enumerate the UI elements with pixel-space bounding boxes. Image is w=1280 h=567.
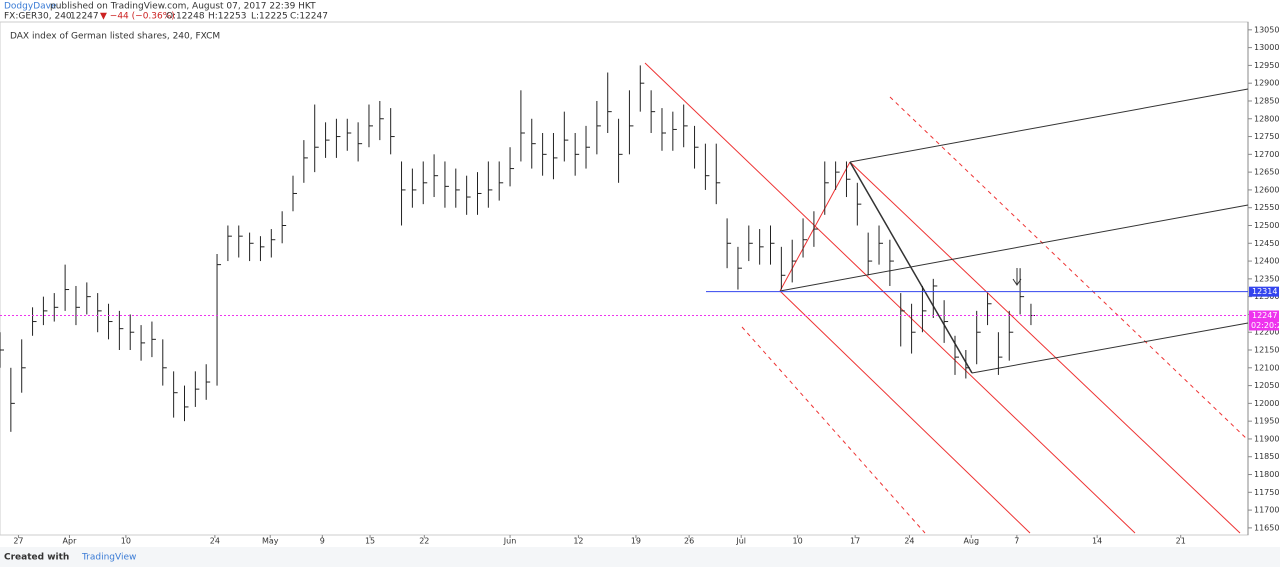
x-tick-label: 26: [684, 537, 694, 546]
x-tick-label: Jul: [735, 537, 746, 546]
y-tick-label: 12850: [1254, 96, 1279, 105]
x-tick-label: 19: [631, 537, 641, 546]
price-label: 12247: [1252, 311, 1277, 320]
fork-line: [849, 161, 973, 374]
x-tick-label: 27: [13, 537, 23, 546]
change: ▼ −44 (−0.36%): [100, 12, 175, 22]
last-price: 12247: [70, 12, 99, 22]
y-tick-label: 11650: [1254, 523, 1279, 532]
x-tick-label: 10: [121, 537, 131, 546]
y-tick-label: 11850: [1254, 452, 1279, 461]
footer-bar: [0, 547, 1280, 567]
y-tick-label: 13000: [1254, 43, 1279, 52]
fork-line: [779, 204, 1249, 292]
fork-line: [779, 161, 851, 292]
x-tick-label: 15: [365, 537, 375, 546]
y-tick-label: 12100: [1254, 363, 1279, 372]
symbol: FX:GER30, 240: [4, 12, 72, 22]
y-tick-label: 12050: [1254, 381, 1279, 390]
y-tick-label: 11900: [1254, 434, 1279, 443]
low: L:12225: [251, 12, 288, 22]
countdown-label: 02:20:2: [1251, 321, 1280, 330]
fork-line: [779, 290, 1031, 534]
y-tick-label: 12200: [1254, 328, 1279, 337]
y-tick-label: 12750: [1254, 132, 1279, 141]
x-tick-label: 9: [320, 537, 325, 546]
y-tick-label: 11750: [1254, 488, 1279, 497]
price-label-bg: [1249, 310, 1279, 321]
y-tick-label: 11800: [1254, 470, 1279, 479]
x-tick-label: 17: [850, 537, 860, 546]
countdown-bg: [1249, 320, 1279, 331]
fork-line: [849, 88, 1249, 163]
y-tick-label: 12000: [1254, 399, 1279, 408]
y-tick-label: 12150: [1254, 346, 1279, 355]
y-tick-label: 12550: [1254, 203, 1279, 212]
drawings: [644, 62, 1249, 534]
fork-line: [849, 161, 1241, 534]
x-tick-label: 21: [1176, 537, 1186, 546]
open: O:12248: [166, 12, 205, 22]
x-tick-label: 12: [573, 537, 583, 546]
fork-line: [644, 62, 1136, 534]
x-tick-label: 24: [904, 537, 914, 546]
y-tick-label: 12650: [1254, 168, 1279, 177]
y-tick-label: 11950: [1254, 417, 1279, 426]
price-label: 12314: [1252, 287, 1277, 296]
y-tick-label: 11700: [1254, 506, 1279, 515]
x-tick-label: 14: [1092, 537, 1102, 546]
author[interactable]: DodgyDave: [4, 2, 57, 12]
x-tick-label: Jun: [503, 537, 517, 546]
chart-title: DAX index of German listed shares, 240, …: [10, 32, 220, 42]
fork-line: [741, 326, 926, 534]
high: H:12253: [208, 12, 246, 22]
x-tick-label: 10: [793, 537, 803, 546]
x-tick-label: 22: [419, 537, 429, 546]
y-tick-label: 12450: [1254, 239, 1279, 248]
y-tick-label: 12350: [1254, 274, 1279, 283]
x-tick-label: May: [262, 537, 279, 546]
x-tick-label: 7: [1014, 537, 1019, 546]
y-tick-label: 13050: [1254, 25, 1279, 34]
footer-brand[interactable]: TradingView: [81, 553, 136, 563]
y-tick-label: 12400: [1254, 257, 1279, 266]
y-tick-label: 12900: [1254, 79, 1279, 88]
x-tick-label: 24: [210, 537, 220, 546]
published: published on TradingView.com, August 07,…: [50, 2, 316, 12]
price-label-bg: [1249, 286, 1279, 297]
y-tick-label: 12600: [1254, 185, 1279, 194]
fork-line: [889, 96, 1249, 441]
x-tick-label: Apr: [63, 537, 78, 546]
y-tick-label: 12700: [1254, 150, 1279, 159]
y-tick-label: 12800: [1254, 114, 1279, 123]
y-tick-label: 12950: [1254, 61, 1279, 70]
footer-created: Created with: [4, 553, 69, 563]
fork-line: [971, 322, 1249, 374]
y-tick-label: 12500: [1254, 221, 1279, 230]
close: C:12247: [290, 12, 328, 22]
x-tick-label: Aug: [963, 537, 979, 546]
